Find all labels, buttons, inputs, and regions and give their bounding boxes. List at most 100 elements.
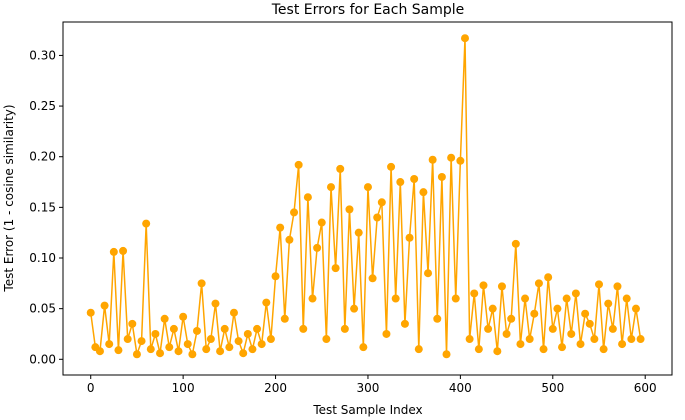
chart-title: Test Errors for Each Sample: [271, 2, 465, 18]
data-point: [285, 235, 294, 244]
data-point: [368, 274, 377, 283]
data-point: [373, 213, 382, 222]
data-point: [539, 345, 548, 354]
data-point: [211, 299, 220, 308]
data-point: [345, 205, 354, 214]
data-point: [303, 193, 312, 202]
x-axis-label: Test Sample Index: [312, 403, 422, 417]
data-point: [216, 347, 225, 356]
data-point: [484, 324, 493, 333]
data-point: [594, 280, 603, 289]
data-point: [123, 335, 132, 344]
data-point: [169, 324, 178, 333]
data-point: [414, 345, 423, 354]
data-point: [234, 337, 243, 346]
data-point: [447, 153, 456, 162]
data-point: [128, 319, 137, 328]
data-point: [248, 345, 257, 354]
data-point: [95, 347, 104, 356]
data-point: [391, 294, 400, 303]
data-point: [156, 349, 165, 358]
data-point: [317, 218, 326, 227]
data-point: [544, 273, 553, 282]
data-point: [206, 335, 215, 344]
data-point: [437, 172, 446, 181]
data-line: [89, 38, 642, 357]
data-point: [558, 343, 567, 352]
y-axis-label: Test Error (1 - cosine similarity): [2, 104, 16, 292]
data-point: [354, 228, 363, 237]
data-point: [276, 223, 285, 232]
data-point: [179, 312, 188, 321]
x-tick-label: 300: [357, 381, 380, 395]
data-point: [257, 340, 266, 349]
y-tick-label: 0.05: [29, 302, 56, 316]
data-point: [396, 178, 405, 187]
data-point: [585, 319, 594, 328]
data-point: [266, 335, 275, 344]
y-tick-label: 0.30: [29, 48, 56, 62]
data-point: [562, 294, 571, 303]
data-point: [299, 324, 308, 333]
data-point: [160, 314, 169, 323]
data-point: [497, 282, 506, 291]
data-point: [229, 308, 238, 317]
data-point: [400, 319, 409, 328]
data-point: [280, 314, 289, 323]
data-point: [137, 337, 146, 346]
y-tick-label: 0.15: [29, 200, 56, 214]
data-point: [567, 329, 576, 338]
data-point: [165, 343, 174, 352]
data-point: [183, 340, 192, 349]
x-tick-label: 600: [634, 381, 657, 395]
data-point: [451, 294, 460, 303]
data-point: [571, 289, 580, 298]
data-point: [511, 239, 520, 248]
plot-frame: [62, 21, 673, 376]
x-tick-label: 400: [449, 381, 472, 395]
data-point: [220, 324, 229, 333]
data-point: [442, 350, 451, 359]
data-point: [142, 219, 151, 228]
data-point: [119, 246, 128, 255]
data-point: [197, 279, 206, 288]
data-point: [502, 329, 511, 338]
data-point: [382, 329, 391, 338]
data-point: [521, 294, 530, 303]
y-tick-label: 0.25: [29, 99, 56, 113]
data-point: [608, 324, 617, 333]
data-point: [359, 343, 368, 352]
data-point: [294, 160, 303, 169]
data-point: [387, 162, 396, 171]
data-point: [456, 156, 465, 165]
data-point: [243, 329, 252, 338]
data-point: [636, 335, 645, 344]
data-point: [174, 347, 183, 356]
data-point: [433, 314, 442, 323]
data-point: [114, 346, 123, 355]
y-tick-label: 0.10: [29, 251, 56, 265]
data-point: [530, 309, 539, 318]
data-point: [192, 326, 201, 335]
x-tick-label: 100: [172, 381, 195, 395]
y-tick-label: 0.20: [29, 150, 56, 164]
data-point: [336, 164, 345, 173]
data-point: [493, 347, 502, 356]
data-point: [618, 340, 627, 349]
data-point: [405, 233, 414, 242]
data-point: [548, 324, 557, 333]
data-point: [622, 294, 631, 303]
data-point: [525, 335, 534, 344]
data-point: [460, 34, 469, 43]
data-point: [146, 345, 155, 354]
data-point: [507, 314, 516, 323]
data-point: [262, 298, 271, 307]
data-point: [100, 301, 109, 310]
data-point: [553, 304, 562, 313]
data-point: [109, 247, 118, 256]
data-point: [428, 155, 437, 164]
data-point: [239, 349, 248, 358]
data-point: [105, 340, 114, 349]
data-point: [322, 335, 331, 344]
